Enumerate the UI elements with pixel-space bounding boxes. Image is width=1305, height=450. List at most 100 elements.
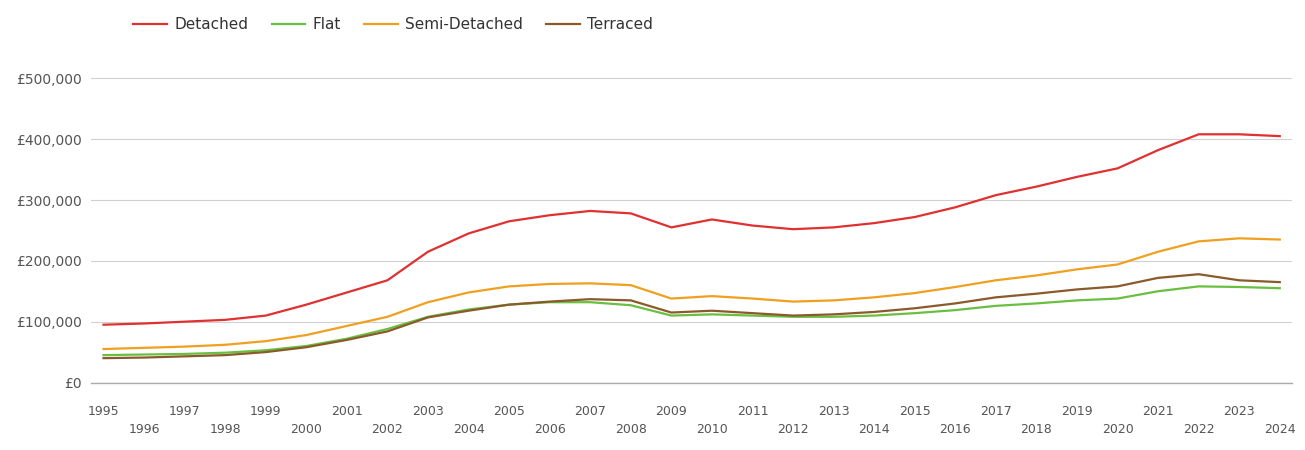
- Semi-Detached: [1150, 249, 1165, 254]
- Detached: [299, 302, 315, 307]
- Detached: [907, 214, 923, 220]
- Text: 2019: 2019: [1061, 405, 1092, 418]
- Terraced: [1028, 291, 1044, 297]
- Flat: [1069, 298, 1084, 303]
- Text: 1998: 1998: [209, 423, 241, 436]
- Text: 2020: 2020: [1101, 423, 1134, 436]
- Text: 2002: 2002: [372, 423, 403, 436]
- Text: 2008: 2008: [615, 423, 647, 436]
- Terraced: [786, 313, 801, 318]
- Detached: [826, 225, 842, 230]
- Terraced: [867, 309, 882, 315]
- Semi-Detached: [1109, 262, 1125, 267]
- Semi-Detached: [339, 323, 355, 328]
- Flat: [1028, 301, 1044, 306]
- Text: 2009: 2009: [655, 405, 688, 418]
- Terraced: [95, 356, 111, 361]
- Detached: [582, 208, 598, 214]
- Text: 2022: 2022: [1182, 423, 1215, 436]
- Text: 1999: 1999: [251, 405, 282, 418]
- Detached: [1191, 131, 1207, 137]
- Semi-Detached: [461, 290, 476, 295]
- Text: 1995: 1995: [87, 405, 119, 418]
- Semi-Detached: [826, 298, 842, 303]
- Terraced: [136, 355, 151, 360]
- Flat: [420, 314, 436, 319]
- Text: 2006: 2006: [534, 423, 565, 436]
- Detached: [745, 223, 761, 228]
- Flat: [622, 302, 638, 308]
- Terraced: [582, 297, 598, 302]
- Terraced: [1191, 271, 1207, 277]
- Terraced: [339, 337, 355, 342]
- Line: Terraced: Terraced: [103, 274, 1280, 358]
- Terraced: [380, 328, 395, 334]
- Detached: [786, 226, 801, 232]
- Text: 2017: 2017: [980, 405, 1011, 418]
- Semi-Detached: [136, 345, 151, 351]
- Flat: [218, 350, 234, 356]
- Semi-Detached: [622, 283, 638, 288]
- Flat: [663, 313, 679, 318]
- Semi-Detached: [299, 333, 315, 338]
- Terraced: [1272, 279, 1288, 285]
- Flat: [95, 352, 111, 358]
- Terraced: [1069, 287, 1084, 292]
- Flat: [1232, 284, 1248, 290]
- Flat: [461, 307, 476, 312]
- Flat: [339, 336, 355, 342]
- Text: 2012: 2012: [778, 423, 809, 436]
- Semi-Detached: [1232, 236, 1248, 241]
- Text: 2003: 2003: [412, 405, 444, 418]
- Line: Detached: Detached: [103, 134, 1280, 325]
- Terraced: [258, 349, 274, 355]
- Flat: [867, 313, 882, 318]
- Flat: [1272, 285, 1288, 291]
- Terraced: [705, 308, 720, 313]
- Semi-Detached: [258, 338, 274, 344]
- Flat: [501, 302, 517, 307]
- Semi-Detached: [95, 346, 111, 352]
- Text: 2004: 2004: [453, 423, 484, 436]
- Detached: [1150, 148, 1165, 153]
- Detached: [542, 212, 557, 218]
- Flat: [582, 300, 598, 305]
- Flat: [907, 310, 923, 316]
- Semi-Detached: [420, 300, 436, 305]
- Terraced: [218, 352, 234, 358]
- Text: 2005: 2005: [493, 405, 525, 418]
- Text: 2024: 2024: [1265, 423, 1296, 436]
- Text: 2021: 2021: [1142, 405, 1174, 418]
- Text: 2014: 2014: [859, 423, 890, 436]
- Terraced: [988, 295, 1004, 300]
- Terraced: [663, 310, 679, 315]
- Terraced: [745, 310, 761, 316]
- Detached: [136, 321, 151, 326]
- Terraced: [420, 315, 436, 320]
- Detached: [258, 313, 274, 318]
- Flat: [745, 313, 761, 318]
- Terraced: [1150, 275, 1165, 280]
- Flat: [1191, 284, 1207, 289]
- Terraced: [907, 306, 923, 311]
- Detached: [1109, 166, 1125, 171]
- Text: 2018: 2018: [1021, 423, 1052, 436]
- Semi-Detached: [582, 281, 598, 286]
- Semi-Detached: [380, 314, 395, 319]
- Text: 2001: 2001: [331, 405, 363, 418]
- Semi-Detached: [663, 296, 679, 301]
- Detached: [663, 225, 679, 230]
- Text: 1997: 1997: [168, 405, 201, 418]
- Terraced: [461, 308, 476, 313]
- Terraced: [1109, 284, 1125, 289]
- Semi-Detached: [1272, 237, 1288, 242]
- Line: Flat: Flat: [103, 286, 1280, 355]
- Legend: Detached, Flat, Semi-Detached, Terraced: Detached, Flat, Semi-Detached, Terraced: [128, 11, 659, 39]
- Flat: [786, 314, 801, 319]
- Detached: [947, 205, 963, 210]
- Detached: [988, 193, 1004, 198]
- Detached: [867, 220, 882, 226]
- Semi-Detached: [867, 295, 882, 300]
- Flat: [826, 314, 842, 319]
- Detached: [1028, 184, 1044, 189]
